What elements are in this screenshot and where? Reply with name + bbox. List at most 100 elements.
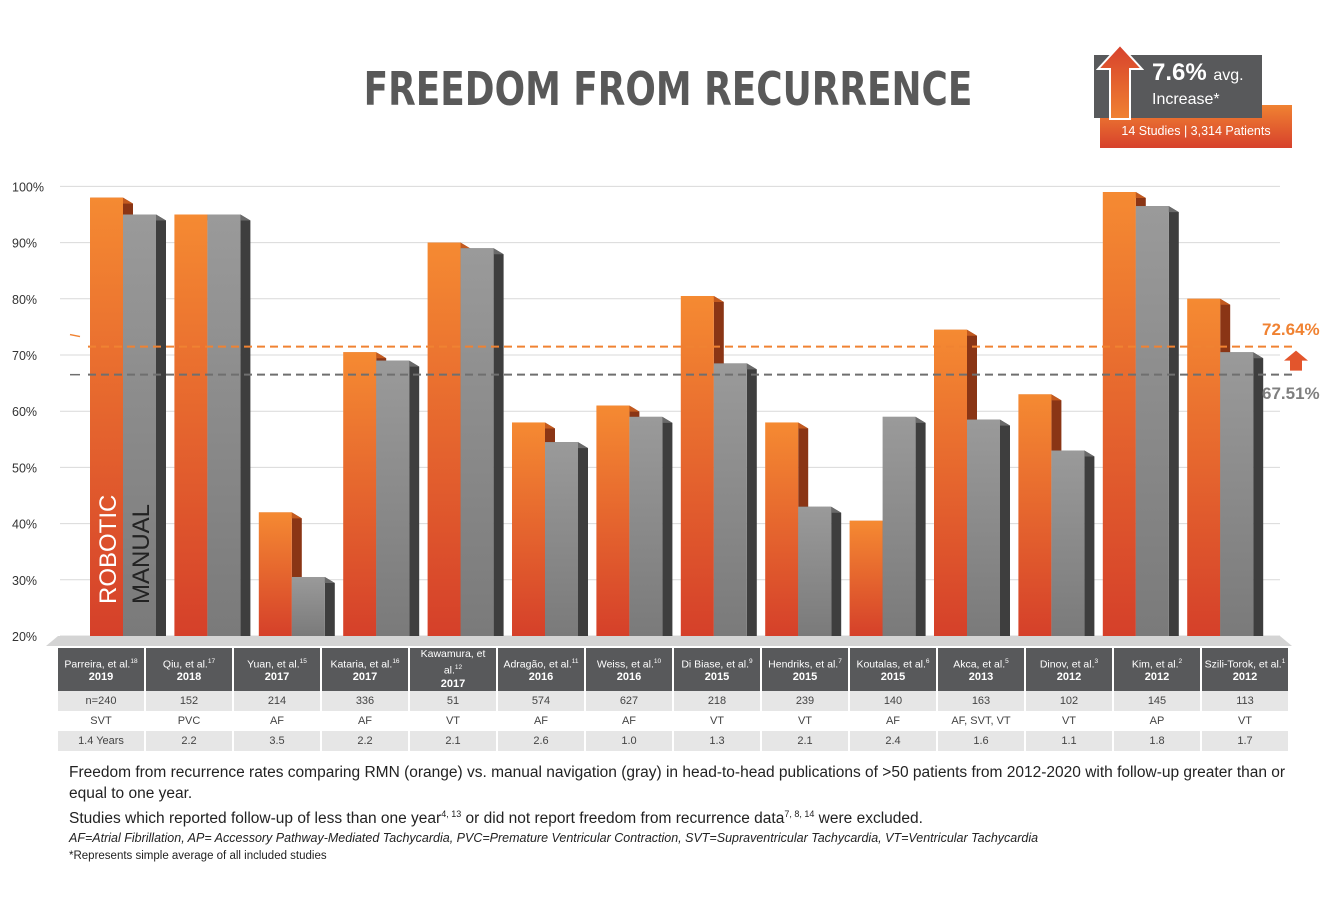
- manual-bar: [967, 419, 1010, 636]
- table-cell: AF: [322, 710, 410, 731]
- table-cell: AF: [498, 710, 586, 731]
- table-cell: n=240: [58, 690, 146, 711]
- legend-manual: MANUAL: [128, 504, 155, 604]
- study-table: Parreira, et al.18 2019 Qiu, et al.17 2018 Y…: [58, 648, 1290, 751]
- manual-bar: [1051, 450, 1095, 636]
- y-tick-label: 30%: [12, 574, 37, 588]
- table-cell: 163: [938, 690, 1026, 711]
- badge-increase-label: Increase*: [1152, 91, 1220, 108]
- manual-bar: [713, 363, 757, 636]
- badge-studies-count: 14 Studies | 3,314 Patients: [1121, 124, 1271, 138]
- y-tick-label: 40%: [12, 518, 37, 532]
- robotic-bar: [934, 329, 977, 636]
- bar-chart: 20% 30% 40% 50% 60% 70% 80% 90% 100% ROBOTIC MANU…: [12, 180, 1308, 646]
- table-cell: 1.4 Years: [58, 730, 146, 751]
- table-cell: 336: [322, 690, 410, 711]
- table-cell: 2.4: [850, 730, 938, 751]
- badge-percent: 7.6% avg.: [1152, 59, 1244, 86]
- table-cell: 1.3: [674, 730, 762, 751]
- manual-bar: [291, 576, 335, 636]
- y-tick-label: 70%: [12, 349, 37, 363]
- table-header-cell: Yuan, et al.15 2017: [234, 648, 322, 691]
- manual-bar: [123, 214, 166, 636]
- table-header-cell: Parreira, et al.18 2019: [58, 648, 146, 691]
- table-cell: 2.6: [498, 730, 586, 751]
- manual-bar: [798, 506, 842, 636]
- manual-bar: [629, 416, 673, 636]
- table-row: 1.4 Years 2.2 3.5 2.2 2.1 2.6 1.0 1.3 2.1 2.4 1.6 1…: [58, 730, 1290, 751]
- table-header-cell: Adragão, et al.11 2016: [498, 648, 586, 691]
- table-cell: 2.1: [410, 730, 498, 751]
- y-tick-label: 50%: [12, 461, 37, 475]
- footnote-line-2: Studies which reported follow-up of less…: [69, 809, 923, 828]
- table-cell: PVC: [146, 710, 234, 731]
- table-cell: AF: [850, 710, 938, 731]
- table-cell: 102: [1026, 690, 1114, 711]
- y-tick-label: 60%: [12, 405, 37, 419]
- manual-bar: [460, 248, 504, 636]
- y-tick-label: 20%: [12, 630, 37, 644]
- table-header-cell: Di Biase, et al.9 2015: [674, 648, 762, 691]
- table-header-row: Parreira, et al.18 2019 Qiu, et al.17 2018 Y…: [58, 648, 1290, 691]
- table-header-cell: Hendriks, et al.7 2015: [762, 648, 850, 691]
- table-cell: AF: [234, 710, 322, 731]
- table-cell: 51: [410, 690, 498, 711]
- table-header-cell: Kawamura, et al.12 2017: [410, 648, 498, 691]
- table-cell: 113: [1202, 690, 1290, 711]
- legend-robotic: ROBOTIC: [95, 495, 122, 604]
- table-cell: 218: [674, 690, 762, 711]
- page-title: FREEDOM FROM RECURRENCE: [363, 62, 973, 116]
- manual-bar: [207, 214, 251, 636]
- manual-bar: [1220, 352, 1264, 636]
- average-note: *Represents simple average of all includ…: [69, 850, 327, 863]
- y-tick-label: 90%: [12, 237, 37, 251]
- avg-tick: [69, 333, 81, 338]
- manual-bar: [1135, 206, 1179, 636]
- table-cell: SVT: [58, 710, 146, 731]
- table-header-cell: Kataria, et al.16 2017: [322, 648, 410, 691]
- table-cell: 2.2: [146, 730, 234, 751]
- table-cell: 145: [1114, 690, 1202, 711]
- table-cell: 574: [498, 690, 586, 711]
- manual-average-label: 67.51%: [1262, 384, 1320, 403]
- table-cell: AF, SVT, VT: [938, 710, 1026, 731]
- table-cell: 214: [234, 690, 322, 711]
- table-header-cell: Akca, et al.5 2013: [938, 648, 1026, 691]
- footnote-line-1: Freedom from recurrence rates comparing …: [69, 764, 1286, 802]
- table-header-cell: Dinov, et al.3 2012: [1026, 648, 1114, 691]
- table-cell: VT: [674, 710, 762, 731]
- table-cell: 1.7: [1202, 730, 1290, 751]
- footnotes: Freedom from recurrence rates comparing …: [69, 762, 1309, 865]
- average-increase-badge: 7.6% avg. Increase* 14 Studies | 3,314 P…: [1090, 43, 1292, 148]
- manual-bar: [376, 360, 420, 636]
- table-header-cell: Szili-Torok, et al.1 2012: [1202, 648, 1290, 691]
- table-row: n=240 152 214 336 51 574 627 218 239 140 163 102 145…: [58, 690, 1290, 711]
- manual-bar: [882, 416, 926, 636]
- y-tick-label: 80%: [12, 293, 37, 307]
- robotic-average-label: 72.64%: [1262, 320, 1320, 339]
- table-cell: VT: [762, 710, 850, 731]
- table-cell: 2.1: [762, 730, 850, 751]
- robotic-bar: [258, 512, 302, 636]
- table-cell: 2.2: [322, 730, 410, 751]
- table-cell: 627: [586, 690, 674, 711]
- table-cell: 152: [146, 690, 234, 711]
- y-tick-label: 100%: [12, 180, 44, 194]
- table-cell: AF: [586, 710, 674, 731]
- table-cell: 1.6: [938, 730, 1026, 751]
- manual-bar: [545, 442, 588, 636]
- table-cell: 1.0: [586, 730, 674, 751]
- abbreviations-note: AF=Atrial Fibrillation, AP= Accessory Pa…: [69, 831, 1039, 846]
- table-header-cell: Qiu, et al.17 2018: [146, 648, 234, 691]
- table-cell: VT: [1202, 710, 1290, 731]
- up-arrow-icon: [1096, 43, 1144, 120]
- table-cell: 1.8: [1114, 730, 1202, 751]
- chart-floor: [46, 636, 1292, 646]
- table-cell: 140: [850, 690, 938, 711]
- table-cell: VT: [410, 710, 498, 731]
- table-cell: 3.5: [234, 730, 322, 751]
- table-row: SVT PVC AF AF VT AF AF VT VT AF AF, SVT, VT VT AP VT: [58, 710, 1290, 731]
- table-header-cell: Kim, et al.2 2012: [1114, 648, 1202, 691]
- table-cell: VT: [1026, 710, 1114, 731]
- table-cell: 1.1: [1026, 730, 1114, 751]
